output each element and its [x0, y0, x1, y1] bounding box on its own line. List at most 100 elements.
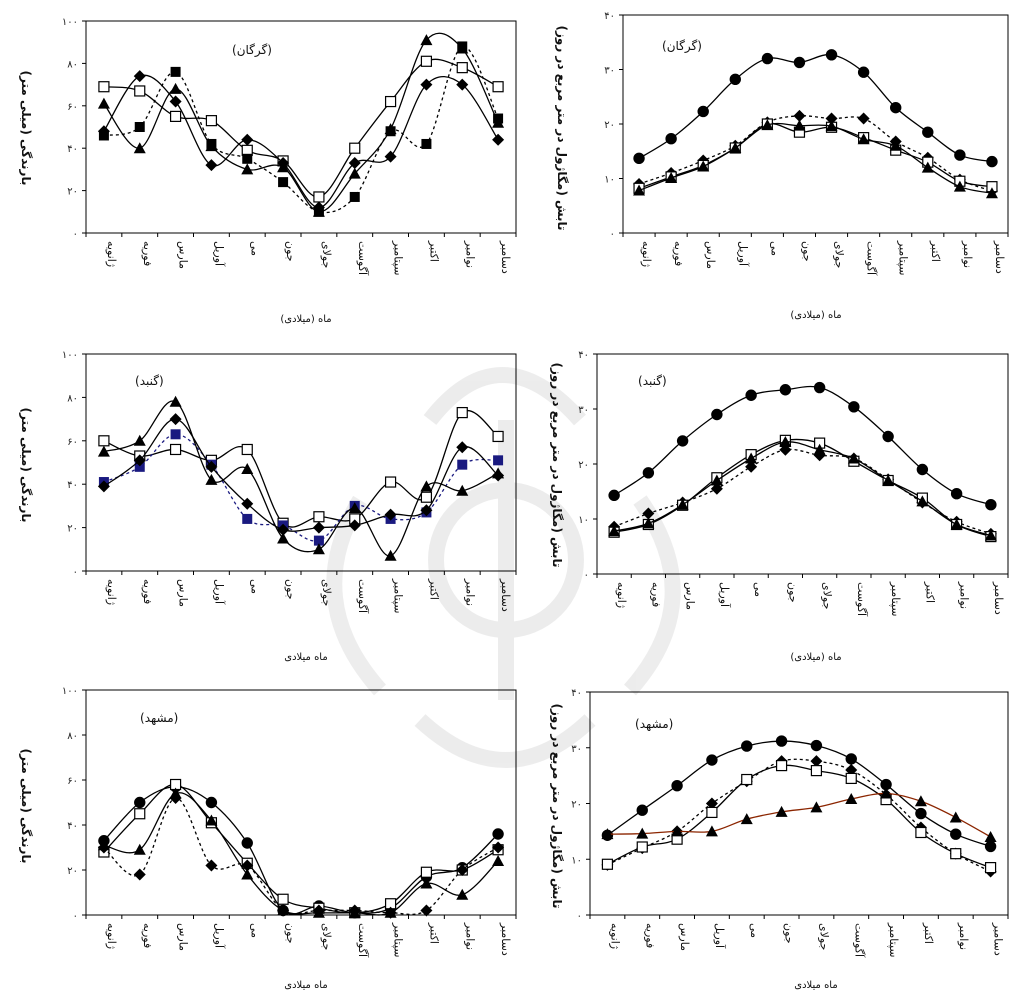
- y-tick-label: ۲۰: [571, 800, 582, 811]
- x-tick-label: اکتبر: [427, 578, 440, 600]
- data-point: [133, 843, 146, 855]
- y-tick-label: ۰: [73, 911, 78, 922]
- data-point: [984, 830, 997, 842]
- data-point: [985, 187, 998, 199]
- data-point: [954, 149, 966, 161]
- series-circle: [633, 49, 998, 168]
- data-point: [745, 460, 758, 473]
- data-point: [665, 133, 677, 145]
- y-tick-label: ۳۰: [571, 744, 582, 755]
- data-point: [985, 499, 997, 511]
- x-tick-label: اکتبر: [929, 240, 942, 262]
- y-tick-label: ۴۰: [67, 144, 78, 155]
- data-point: [277, 523, 290, 536]
- data-point: [277, 904, 290, 916]
- data-point: [169, 395, 182, 407]
- data-point: [601, 828, 614, 840]
- data-point: [953, 180, 966, 192]
- data-point: [889, 139, 902, 151]
- data-point: [313, 535, 324, 546]
- data-point: [133, 142, 146, 154]
- data-point: [384, 476, 397, 488]
- series-circle: [608, 381, 997, 511]
- data-point: [384, 906, 397, 918]
- series-line: [638, 122, 993, 194]
- series-triangle: [608, 436, 997, 541]
- data-point: [277, 893, 289, 905]
- series-line: [638, 122, 993, 189]
- data-point: [492, 116, 505, 128]
- data-point: [420, 877, 433, 889]
- x-axis-title: ماه میلادی: [284, 980, 327, 991]
- data-point: [711, 408, 723, 421]
- data-point: [205, 473, 218, 485]
- y-axis-title: تابش (مگاژول در متر مربع در روز): [549, 703, 564, 908]
- data-point: [420, 504, 433, 517]
- x-tick-label: دسامبر: [499, 578, 512, 612]
- x-tick-label: فوریه: [141, 579, 154, 604]
- data-point: [241, 443, 253, 456]
- data-point: [134, 808, 146, 820]
- y-tick-label: ۴۰: [578, 350, 589, 361]
- x-tick-label: نوامبر: [463, 578, 476, 606]
- y-axis-title: بارندگی (میلی متر): [19, 71, 33, 186]
- series-line: [103, 74, 499, 209]
- data-point: [710, 474, 723, 486]
- series-square: [98, 429, 504, 546]
- data-point: [636, 841, 648, 853]
- data-point: [706, 754, 718, 766]
- y-tick-label: ۱۰: [604, 175, 615, 186]
- series-triangle: [97, 787, 505, 918]
- data-point: [420, 491, 433, 503]
- x-tick-label: فوریه: [141, 241, 154, 266]
- data-point: [97, 445, 110, 457]
- x-tick-label: اکتبر: [427, 240, 440, 262]
- data-point: [456, 406, 468, 419]
- data-point: [312, 543, 325, 555]
- series-diamond: [97, 413, 505, 536]
- data-point: [492, 430, 504, 443]
- x-tick-label: فوریه: [643, 923, 656, 948]
- data-point: [241, 163, 254, 175]
- series-line: [638, 115, 993, 192]
- data-point: [97, 125, 110, 138]
- series-line: [638, 53, 993, 163]
- chart-panel-3: ۰ ۲۰ ۴۰ ۶۰ ۸۰ ۱۰۰ ژانویه فوریه مارس آوریل می جون جول…: [19, 350, 517, 663]
- data-point: [205, 159, 218, 172]
- y-tick-label: ۲۰: [67, 187, 78, 198]
- data-point: [740, 813, 753, 825]
- data-point: [242, 153, 253, 164]
- data-point: [697, 105, 709, 118]
- series-line: [613, 448, 992, 535]
- data-point: [134, 85, 146, 97]
- x-tick-label: ژانویه: [640, 241, 653, 267]
- x-tick-label: جون: [800, 241, 813, 262]
- data-point: [882, 430, 894, 443]
- data-point: [608, 525, 621, 537]
- data-point: [420, 55, 433, 67]
- data-point: [313, 191, 325, 203]
- data-point: [847, 452, 860, 464]
- x-tick-label: اکتبر: [923, 581, 936, 603]
- data-point: [456, 441, 469, 454]
- data-point: [421, 138, 432, 149]
- data-point: [492, 841, 505, 854]
- data-point: [705, 797, 718, 810]
- chart-panel-5: ۰ ۲۰ ۴۰ ۶۰ ۸۰ ۱۰۰ ژانویه فوریه مارس آوریل می جون جول…: [19, 686, 517, 991]
- data-point: [642, 507, 655, 520]
- y-tick-label: ۸۰: [67, 393, 78, 404]
- x-axis-title: ماه (میلادی): [280, 314, 331, 325]
- chart-panel-4: ۰ ۱۰ ۲۰ ۳۰ ۴۰ ژانویه فوریه مارس آوریل می جون جولای آ…: [549, 350, 1009, 663]
- y-tick-label: ۲۰: [578, 460, 589, 471]
- series-diamond: [97, 792, 505, 919]
- data-point: [492, 467, 505, 479]
- data-point: [642, 517, 655, 529]
- y-tick-label: ۴۰: [67, 821, 78, 832]
- data-point: [848, 401, 860, 413]
- data-point: [825, 112, 838, 125]
- data-point: [665, 171, 678, 183]
- x-tick-label: فوریه: [672, 241, 685, 266]
- data-point: [456, 78, 469, 91]
- data-point: [97, 839, 110, 851]
- x-tick-label: اکتبر: [922, 922, 935, 944]
